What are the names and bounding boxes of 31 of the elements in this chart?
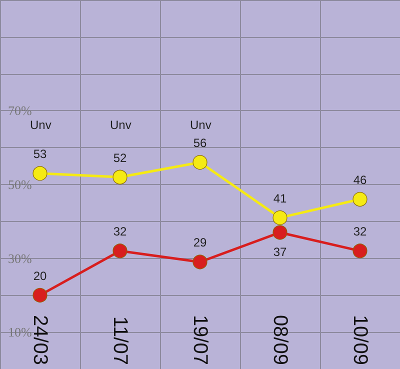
point [352,192,368,207]
data-label: 41 [273,191,287,206]
data-label: 56 [193,136,207,150]
x-tick-label: 08/09 [269,314,291,365]
data-label: 53 [33,147,47,162]
point [352,244,368,258]
point [112,170,128,184]
point [32,166,48,181]
point [192,254,208,270]
data-label: 52 [113,150,127,165]
x-tick-label: 11/07 [109,316,131,365]
annotation: Unv [30,118,52,132]
y-tick-label: 50% [8,177,32,192]
data-label: 32 [353,224,367,239]
point [272,225,288,240]
data-label: 37 [273,244,287,259]
x-tick-label: 10/09 [349,314,371,365]
point [112,244,128,258]
data-label: 32 [113,224,127,239]
data-label: 20 [33,268,47,283]
annotation: Unv [110,118,132,132]
y-tick-label: 70% [8,103,32,118]
point [272,210,288,226]
point [32,288,48,302]
data-label: 29 [193,236,207,250]
annotation: Unv [190,118,212,132]
point [192,155,208,170]
x-tick-label: 19/07 [189,314,211,365]
y-tick-label: 10% [8,324,32,340]
y-tick-label: 30% [8,250,32,266]
data-label: 46 [353,172,367,187]
